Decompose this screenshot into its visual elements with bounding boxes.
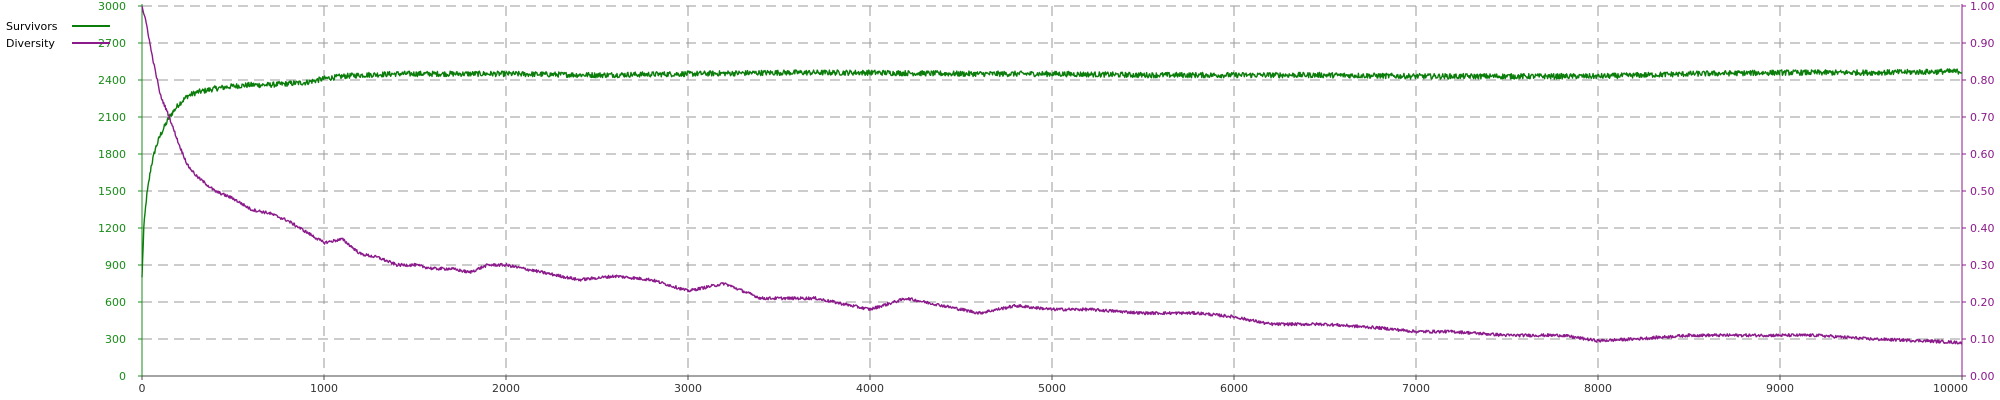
legend: Survivors Diversity [6, 20, 110, 50]
right-y-tick-label: 0.80 [1970, 74, 1995, 87]
series-lines [141, 5, 1963, 345]
right-y-tick-label: 0.30 [1970, 259, 1995, 272]
left-y-tick-label: 1200 [98, 222, 126, 235]
x-tick-label: 9000 [1766, 382, 1794, 395]
legend-label-survivors: Survivors [6, 20, 58, 33]
x-tick-label: 2000 [492, 382, 520, 395]
left-y-tick-label: 2100 [98, 111, 126, 124]
series-line-survivors [141, 68, 1963, 278]
right-y-tick-label: 1.00 [1970, 0, 1995, 13]
x-tick-label: 3000 [674, 382, 702, 395]
right-y-tick-label: 0.90 [1970, 37, 1995, 50]
left-y-tick-label: 300 [105, 333, 126, 346]
x-tick-label: 7000 [1402, 382, 1430, 395]
left-y-tick-label: 1500 [98, 185, 126, 198]
right-y-tick-label: 0.60 [1970, 148, 1995, 161]
x-tick-label: 10000 [1933, 382, 1968, 395]
left-y-tick-label: 900 [105, 259, 126, 272]
left-y-tick-label: 3000 [98, 0, 126, 13]
right-y-tick-labels: 0.00 0.10 0.20 0.30 0.40 0.50 0.60 0.70 0.80 0.90… [1962, 0, 1995, 383]
series-line-diversity [141, 5, 1963, 345]
x-tick-label: 8000 [1584, 382, 1612, 395]
right-y-tick-label: 0.40 [1970, 222, 1995, 235]
left-y-tick-label: 1800 [98, 148, 126, 161]
left-y-tick-labels: 0 300 600 900 1200 1500 1800 2100 2400 2700 3000 [98, 0, 142, 383]
left-y-tick-label: 0 [119, 370, 126, 383]
left-y-tick-label: 2700 [98, 37, 126, 50]
x-tick-labels: 0 1000 2000 3000 4000 5000 6000 7000 8000 9000 100… [139, 376, 1968, 395]
x-tick-label: 4000 [856, 382, 884, 395]
x-tick-label: 6000 [1220, 382, 1248, 395]
x-tick-label: 5000 [1038, 382, 1066, 395]
x-tick-label: 1000 [310, 382, 338, 395]
x-tick-label: 0 [139, 382, 146, 395]
right-y-tick-label: 0.70 [1970, 111, 1995, 124]
right-y-tick-label: 0.10 [1970, 333, 1995, 346]
right-y-tick-label: 0.50 [1970, 185, 1995, 198]
left-y-tick-label: 600 [105, 296, 126, 309]
right-y-tick-label: 0.00 [1970, 370, 1995, 383]
legend-label-diversity: Diversity [6, 37, 55, 50]
left-y-tick-label: 2400 [98, 74, 126, 87]
right-y-tick-label: 0.20 [1970, 296, 1995, 309]
